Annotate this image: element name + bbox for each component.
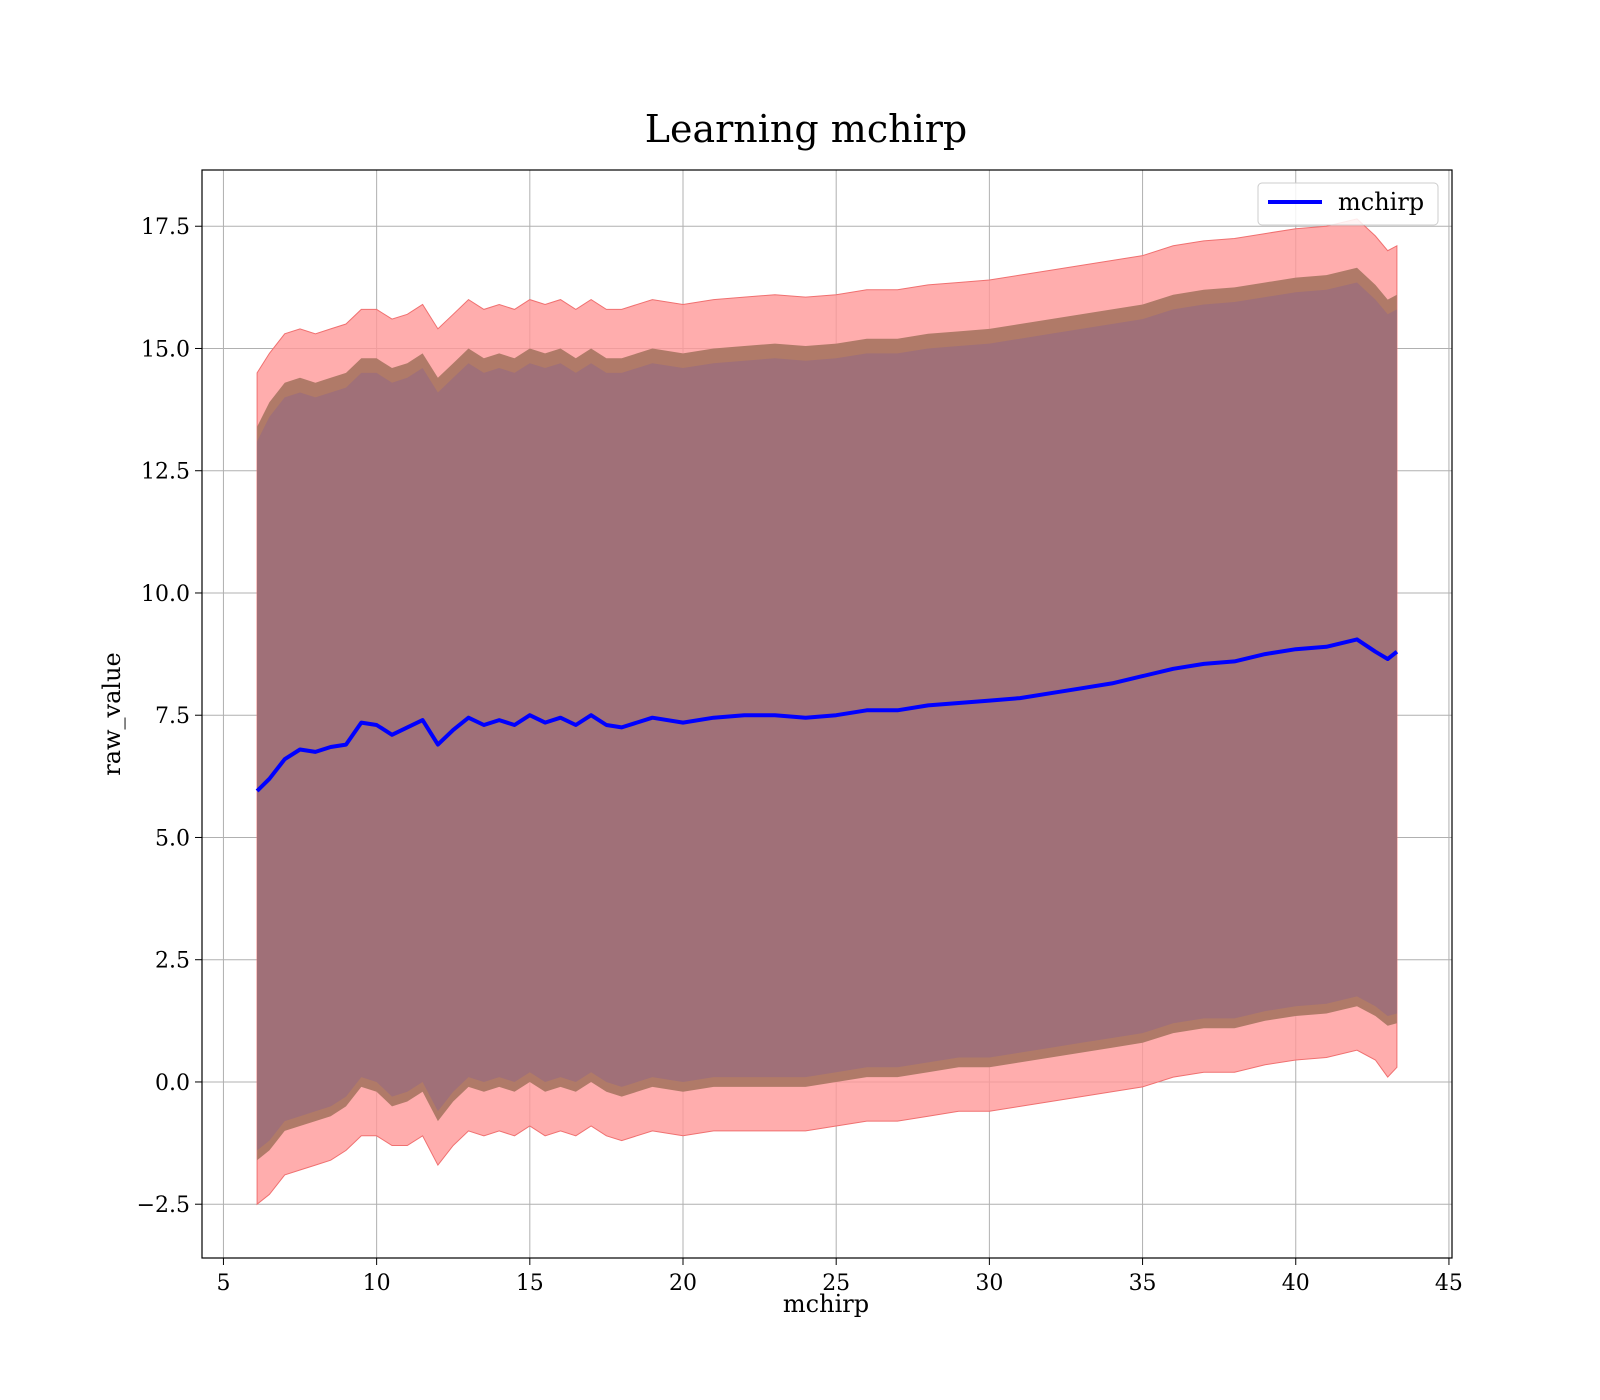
x-tick-label: 30 <box>975 1271 1003 1296</box>
y-tick-label: 15.0 <box>141 337 190 362</box>
x-tick-label: 45 <box>1435 1271 1463 1296</box>
legend-label-mchirp: mchirp <box>1338 188 1424 216</box>
x-tick-label: 40 <box>1282 1271 1310 1296</box>
series-line-mchirp <box>255 637 1399 793</box>
plot-frame <box>201 169 1453 1259</box>
y-tick-label: −2.5 <box>137 1193 190 1218</box>
x-axis-label: mchirp <box>783 1290 869 1318</box>
y-tick-label: 0.0 <box>155 1071 190 1096</box>
x-tick-label: 5 <box>216 1271 230 1296</box>
x-tick-label: 25 <box>822 1271 850 1296</box>
y-tick-label: 10.0 <box>141 582 190 607</box>
x-axis: 5 10 15 20 25 30 35 40 45 <box>216 1258 1463 1296</box>
x-tick-label: 15 <box>516 1271 544 1296</box>
y-tick-label: 17.5 <box>141 215 190 240</box>
y-tick-label: 7.5 <box>155 704 190 729</box>
y-axis: −2.5 0.0 2.5 5.0 7.5 10.0 12.5 15.0 17.5 <box>137 215 202 1218</box>
x-tick-label: 10 <box>363 1271 391 1296</box>
y-tick-label: 12.5 <box>141 460 190 485</box>
legend-box <box>1257 182 1439 226</box>
y-tick-label: 2.5 <box>155 949 190 974</box>
y-tick-label: 5.0 <box>155 826 190 851</box>
x-tick-label: 35 <box>1129 1271 1157 1296</box>
legend: mchirp <box>1257 182 1439 226</box>
x-tick-label: 20 <box>669 1271 697 1296</box>
y-axis-label: raw_value <box>98 652 126 776</box>
plot-area <box>202 170 1452 1258</box>
chart-title: Learning mchirp <box>645 107 967 151</box>
